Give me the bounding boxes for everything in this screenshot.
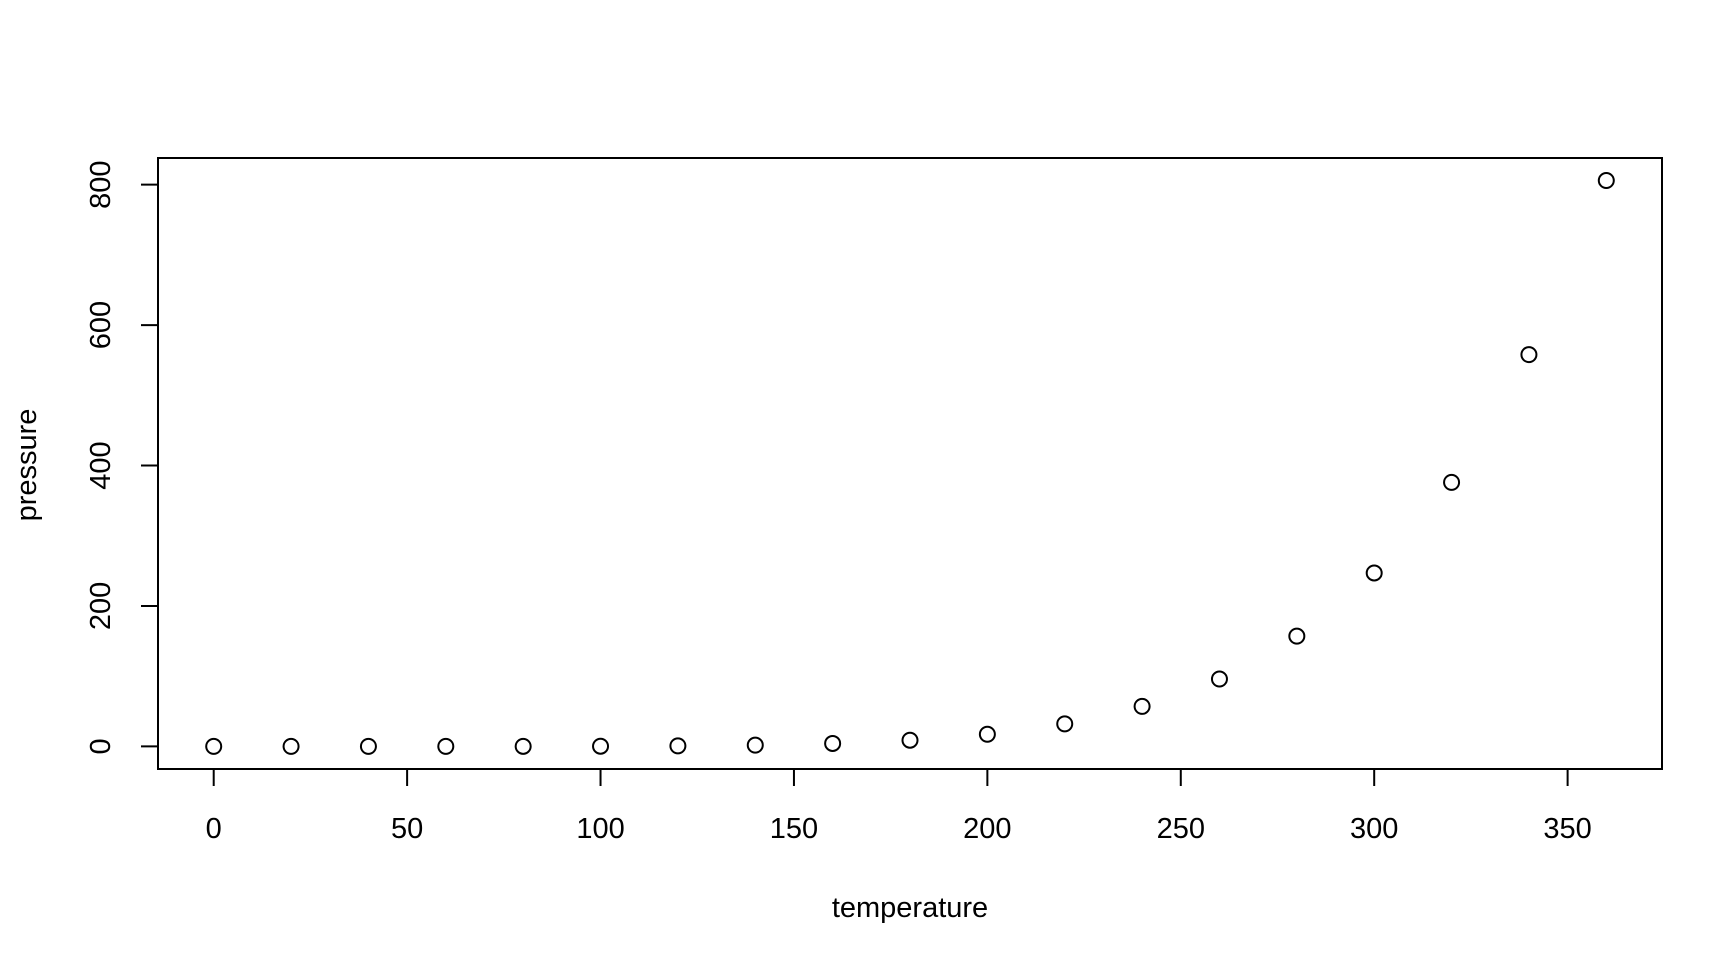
- data-point: [669, 737, 687, 755]
- data-point: [1210, 670, 1228, 688]
- y-tick-label: 0: [85, 738, 117, 754]
- data-point: [1443, 473, 1461, 491]
- x-tick-label: 300: [1350, 813, 1398, 845]
- x-tick-label: 50: [391, 813, 423, 845]
- x-tick-label: 0: [206, 813, 222, 845]
- data-point: [1056, 715, 1074, 733]
- data-point: [978, 725, 996, 743]
- x-tick-label: 150: [770, 813, 818, 845]
- y-tick-label: 600: [85, 301, 117, 349]
- data-point: [592, 737, 610, 755]
- x-axis-label: temperature: [832, 892, 988, 924]
- x-tick-label: 250: [1157, 813, 1205, 845]
- x-tick-label: 350: [1543, 813, 1591, 845]
- data-point: [205, 737, 223, 755]
- data-point: [824, 734, 842, 752]
- x-tick-label: 100: [576, 813, 624, 845]
- data-point: [437, 737, 455, 755]
- x-tick-label: 200: [963, 813, 1011, 845]
- data-point: [282, 737, 300, 755]
- data-point: [1520, 346, 1538, 364]
- y-axis-label: pressure: [11, 409, 43, 522]
- data-point: [359, 737, 377, 755]
- data-point: [1597, 171, 1615, 189]
- x-axis: 0 50 100 150 200 250 300 350: [206, 768, 1592, 845]
- plot-frame: [157, 157, 1663, 770]
- data-point: [514, 737, 532, 755]
- data-point: [901, 731, 919, 749]
- y-axis: 0 200 400 600 800: [85, 160, 159, 754]
- y-tick-label: 200: [85, 582, 117, 630]
- y-tick-label: 400: [85, 441, 117, 489]
- y-tick-label: 800: [85, 160, 117, 208]
- data-point: [1133, 697, 1151, 715]
- data-points: [205, 171, 1615, 755]
- data-point: [1365, 564, 1383, 582]
- data-point: [1288, 627, 1306, 645]
- data-point: [746, 736, 764, 754]
